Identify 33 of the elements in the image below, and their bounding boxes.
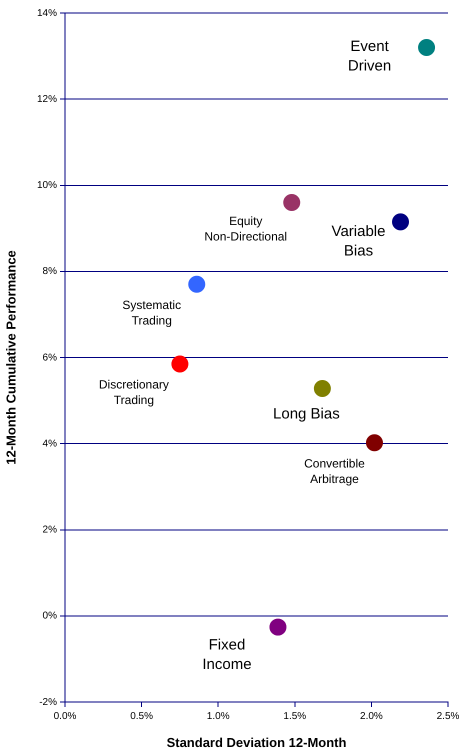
series-label: Convertible Arbitrage bbox=[304, 456, 366, 486]
y-tick-label: -2% bbox=[39, 696, 58, 708]
x-tick-label: 1.0% bbox=[206, 710, 230, 722]
point bbox=[418, 38, 436, 56]
x-axis-title: Standard Deviation 12-Month bbox=[166, 734, 346, 750]
series-label: Fixed Income bbox=[202, 636, 252, 673]
point bbox=[171, 355, 188, 372]
y-tick-label: 12% bbox=[36, 94, 58, 105]
series-label: Long Bias bbox=[273, 406, 340, 423]
y-tick-label: 4% bbox=[42, 438, 58, 450]
x-tick-label: 0.0% bbox=[54, 710, 77, 722]
y-tick-label: 2% bbox=[42, 524, 58, 536]
point bbox=[283, 194, 300, 211]
series-label: Systematic Trading bbox=[122, 298, 182, 328]
y-tick-label: 14% bbox=[36, 8, 58, 19]
point bbox=[188, 276, 206, 293]
point bbox=[392, 213, 410, 230]
series-label: Variable Bias bbox=[332, 223, 386, 260]
y-tick-label: 6% bbox=[42, 352, 58, 364]
x-tick-label: 1.5% bbox=[283, 710, 306, 722]
point bbox=[314, 380, 331, 398]
series-label: Event Driven bbox=[348, 38, 392, 74]
y-tick-label: 0% bbox=[42, 610, 58, 622]
y-tick-label: 10% bbox=[36, 180, 58, 191]
point bbox=[366, 434, 383, 452]
series-label: Equity Non-Directional bbox=[204, 214, 288, 244]
x-tick-label: 2.5% bbox=[436, 710, 460, 722]
x-tick-label: 0.5% bbox=[130, 710, 154, 722]
y-tick-label: 8% bbox=[42, 266, 58, 278]
point bbox=[269, 618, 286, 636]
x-tick-label: 2.0% bbox=[360, 710, 383, 722]
series-label: Discretionary Trading bbox=[98, 377, 169, 408]
y-axis-title: 12-Month Cumulative Performance bbox=[3, 250, 18, 465]
